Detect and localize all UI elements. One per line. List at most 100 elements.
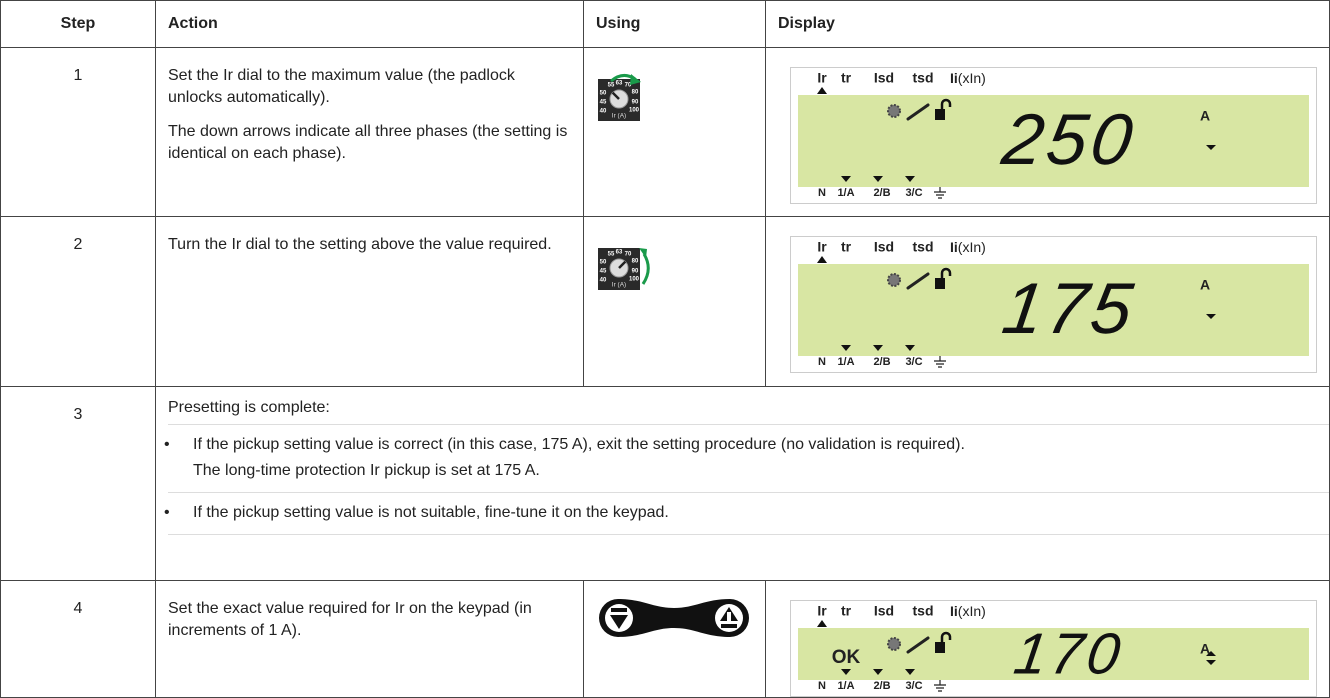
dial-pointer xyxy=(618,260,627,269)
phase-label: N xyxy=(818,356,826,368)
ground-symbol xyxy=(934,187,946,199)
action: Set the Ir dial to the maximum value (th… xyxy=(155,47,584,217)
lcd-label: Isd xyxy=(874,239,894,255)
gear-icon xyxy=(887,273,901,287)
bullet-marker: • xyxy=(164,436,170,453)
lcd-label: tsd xyxy=(913,70,934,86)
intro: Presetting is complete: xyxy=(168,399,330,416)
lcd-label: Ii(xIn) xyxy=(950,239,986,255)
dial-mark: 55 xyxy=(608,83,615,89)
lcd-reading: 175 xyxy=(998,269,1141,349)
phase-marker xyxy=(873,345,883,351)
action-text: Set the exact value required for Ir on t… xyxy=(168,600,532,639)
dial-mark: 63 xyxy=(616,81,623,87)
turn-arrow xyxy=(641,253,650,285)
header-row: Step Action Using Display xyxy=(0,0,1330,48)
dial-mark: 50 xyxy=(600,91,607,97)
lcd-unit: A xyxy=(1200,108,1210,124)
action-text: Set the Ir dial to the maximum value (th… xyxy=(168,67,515,106)
row: 2 Turn the Ir dial to the setting above … xyxy=(0,216,1330,387)
padlock-shackle xyxy=(940,267,952,278)
dial-label: Ir (A) xyxy=(612,113,626,120)
lcd-screen xyxy=(798,95,1309,187)
step: 1 xyxy=(0,47,156,217)
bullet-text: The long-time protection Ir pickup is se… xyxy=(193,462,540,479)
row: 1 Set the Ir dial to the maximum value (… xyxy=(0,47,1330,217)
header-cell: Action xyxy=(155,0,584,48)
dial-mark: 63 xyxy=(616,250,623,256)
padlock-body xyxy=(935,109,945,120)
dial-mark: 90 xyxy=(632,269,639,275)
dial-mark: 100 xyxy=(629,108,640,114)
lcd-reading: 170 xyxy=(1010,622,1128,687)
gear-icon xyxy=(887,104,901,118)
lcd-pointer xyxy=(817,620,827,627)
gear-icon xyxy=(887,637,901,651)
phase-label: 1/A xyxy=(837,187,854,199)
dial-mark: 90 xyxy=(632,100,639,106)
bullet-item: • If the pickup setting value is not suit… xyxy=(164,492,1329,535)
lcd-label: Ii(xIn) xyxy=(950,603,986,619)
bullet-marker: • xyxy=(164,504,170,521)
phase-label: 2/B xyxy=(873,680,890,692)
action-text: Turn the Ir dial to the setting above th… xyxy=(168,236,552,253)
padlock-body xyxy=(935,278,945,289)
dial-mark: 70 xyxy=(625,252,632,258)
padlock-shackle xyxy=(940,98,952,109)
action: Set the exact value required for Ir on t… xyxy=(155,580,584,698)
lcd-label: Isd xyxy=(874,603,894,619)
phase-label: 2/B xyxy=(873,356,890,368)
lcd-label: Ii(xIn) xyxy=(950,70,986,86)
phase-label: 3/C xyxy=(905,680,922,692)
step: 2 xyxy=(0,216,156,387)
dial-mark: 40 xyxy=(600,278,607,284)
pen-icon xyxy=(906,272,930,290)
keypad-icon xyxy=(599,599,749,637)
phase-label: 3/C xyxy=(905,187,922,199)
turn-arrow-head xyxy=(630,74,641,85)
dial-mark: 55 xyxy=(608,252,615,258)
dial-mark: 100 xyxy=(629,277,640,283)
ground-symbol xyxy=(934,680,946,692)
bullet-item: • If the pickup setting value is correct … xyxy=(164,424,1329,492)
phase-label: 1/A xyxy=(837,680,854,692)
phase-marker xyxy=(841,669,851,675)
phase-marker xyxy=(905,345,915,351)
step: 4 xyxy=(0,580,156,698)
lcd-label: tr xyxy=(841,603,852,619)
dial-mark: 70 xyxy=(625,83,632,89)
lcd-unit: A xyxy=(1200,277,1210,293)
lcd-pointer xyxy=(817,87,827,94)
lcd-unit: A xyxy=(1200,641,1210,657)
action: Turn the Ir dial to the setting above th… xyxy=(155,216,584,387)
phase-marker xyxy=(905,176,915,182)
lcd-status: OK xyxy=(832,647,861,668)
phase-marker xyxy=(841,176,851,182)
action-text: The down arrows indicate all three phase… xyxy=(168,123,568,162)
lcd-display: Ir tr Isd tsd Ii(xIn) 250 A N 1/A 2/B 3/C xyxy=(790,67,1317,204)
lcd-display: Ir tr Isd tsd Ii(xIn) 170 A OK N 1/A 2/B 3/C xyxy=(790,600,1317,697)
phase-label: 2/B xyxy=(873,187,890,199)
result: Presetting is complete: • If the pickup s… xyxy=(155,386,1330,581)
lcd-reading: 250 xyxy=(997,100,1141,180)
display: Ir tr Isd tsd Ii(xIn) 175 A N 1/A 2/B 3/C xyxy=(765,216,1330,387)
row: 4 Set the exact value required for Ir on… xyxy=(0,580,1330,698)
lcd-label-suffix: (xIn) xyxy=(958,239,986,255)
pen-icon xyxy=(906,103,930,121)
lcd-label: tsd xyxy=(913,603,934,619)
lcd-label-ii: Ii xyxy=(950,70,958,86)
pen-icon xyxy=(906,636,930,654)
lcd-label-ii: Ii xyxy=(950,603,958,619)
lcd-label: tr xyxy=(841,239,852,255)
using: 55 63 70 80 90 100 40 45 50 Ir (A) xyxy=(583,47,766,217)
dial-mark: 80 xyxy=(632,90,639,96)
lcd-label-ii: Ii xyxy=(950,239,958,255)
lcd-arrow-down xyxy=(1206,314,1216,319)
bullet-text: If the pickup setting value is not suita… xyxy=(193,504,669,521)
lcd-label: tsd xyxy=(913,239,934,255)
phase-marker xyxy=(873,176,883,182)
lcd-arrow-down xyxy=(1206,145,1216,150)
